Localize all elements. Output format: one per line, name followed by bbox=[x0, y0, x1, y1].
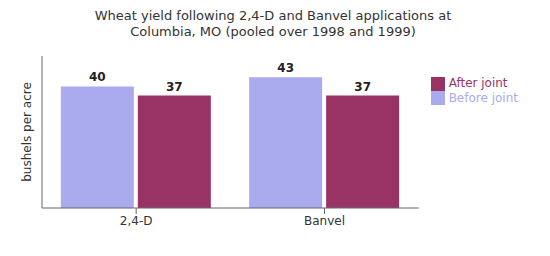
svg-text:37: 37 bbox=[354, 80, 371, 94]
svg-text:Banvel: Banvel bbox=[304, 214, 345, 228]
html-text:Before joint: Before joint bbox=[448, 90, 518, 105]
svg-text:2,4-D: 2,4-D bbox=[120, 214, 153, 228]
html-text:After joint: After joint bbox=[448, 76, 508, 90]
svg-text:37: 37 bbox=[166, 80, 183, 94]
html-text:Wheat yield following 2,4-D an: Wheat yield following 2,4-D and Banvel a… bbox=[94, 8, 452, 39]
svg-text:43: 43 bbox=[277, 61, 294, 75]
svg-text:40: 40 bbox=[89, 70, 106, 84]
svg-text:bushels per acre: bushels per acre bbox=[20, 82, 34, 182]
